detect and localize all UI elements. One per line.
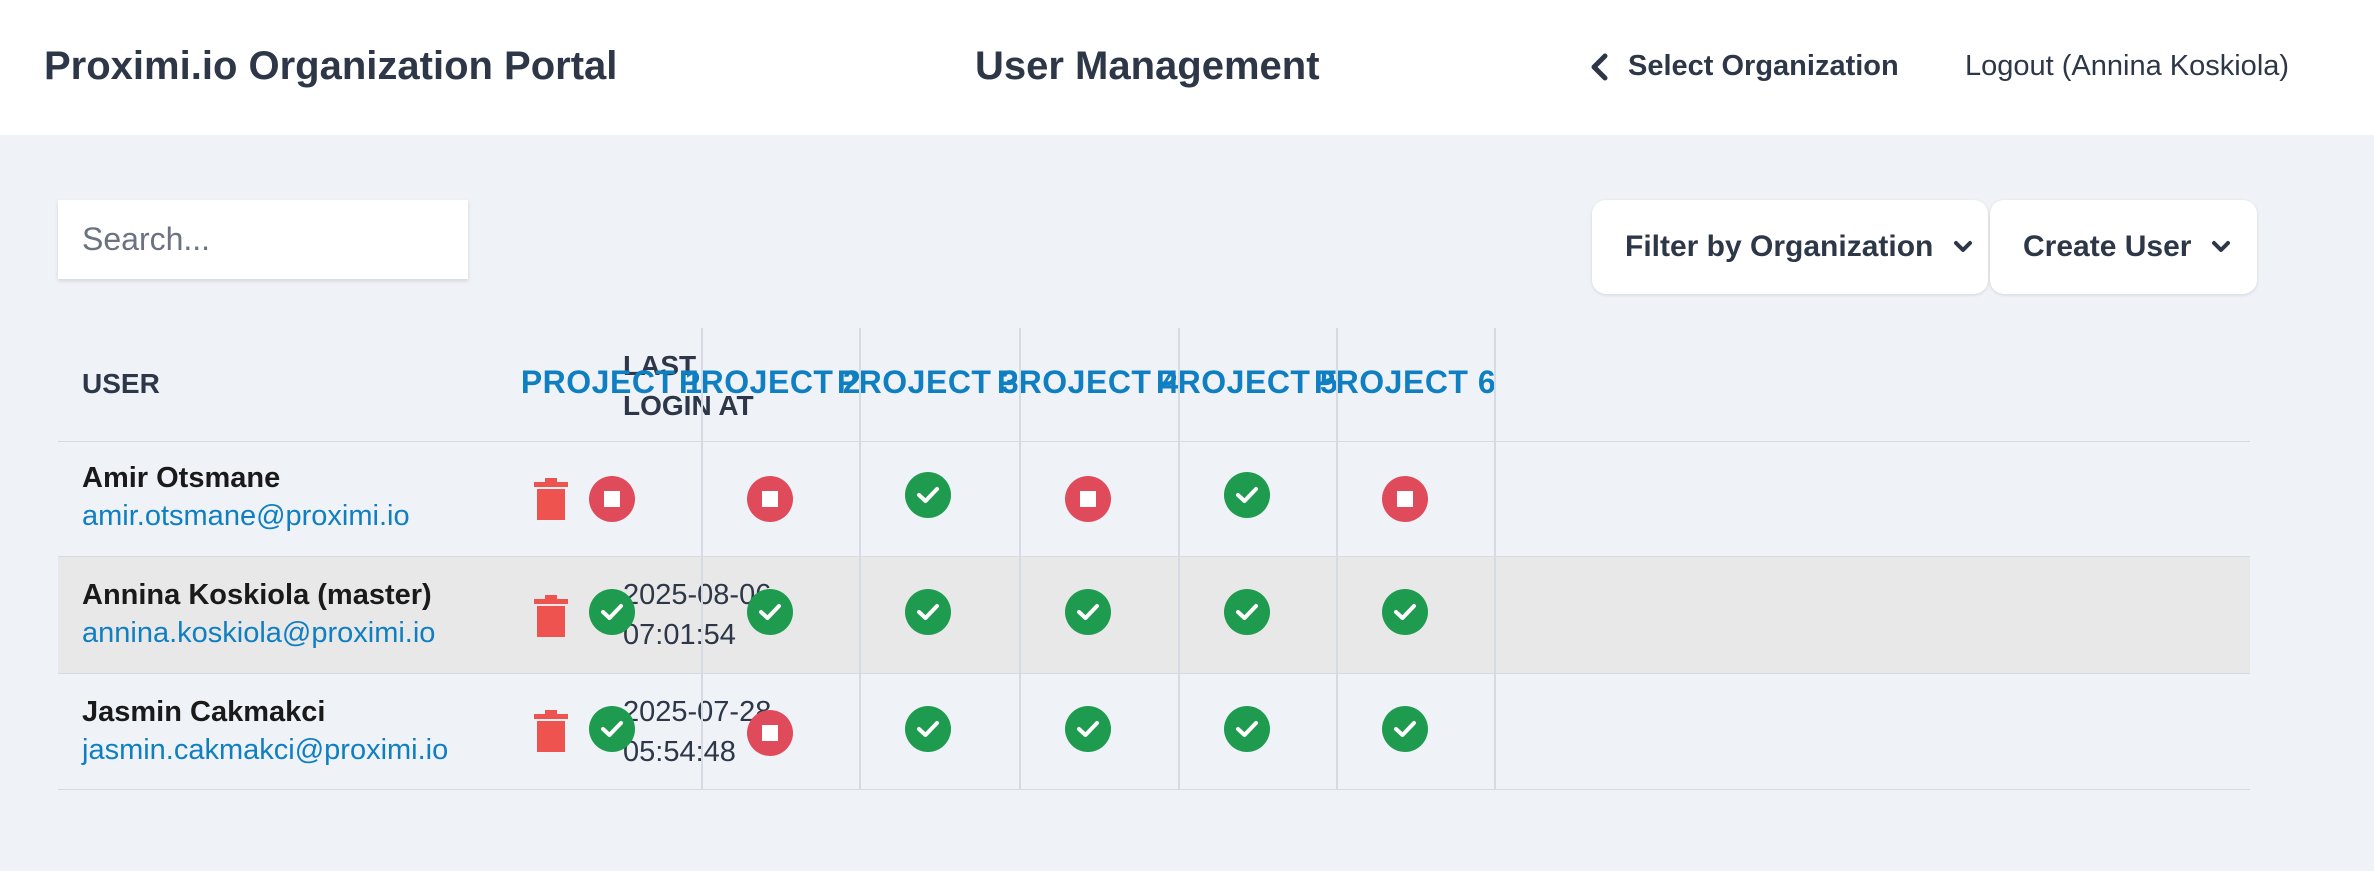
user-name: Annina Koskiola (master) xyxy=(82,579,432,611)
column-header-project-1[interactable]: PROJECT 1 xyxy=(520,364,704,400)
stop-circle-icon[interactable] xyxy=(747,476,793,522)
filter-by-organization-label: Filter by Organization xyxy=(1625,230,1934,263)
column-divider xyxy=(1178,328,1180,790)
chevron-down-icon xyxy=(1954,241,1973,252)
column-header-project-3[interactable]: PROJECT 3 xyxy=(836,364,1020,400)
check-circle-icon[interactable] xyxy=(1224,706,1270,752)
last-login-value: 2025-07-28 05:54:48 xyxy=(623,696,772,768)
check-circle-icon[interactable] xyxy=(1065,589,1111,635)
check-circle-icon[interactable] xyxy=(1382,589,1428,635)
logout-link[interactable]: Logout (Annina Koskiola) xyxy=(1965,50,2290,82)
column-divider xyxy=(1336,328,1338,790)
chevron-left-icon xyxy=(1591,53,1608,80)
top-bar: Proximi.io Organization Portal User Mana… xyxy=(0,0,2374,135)
filter-by-organization-button[interactable]: Filter by Organization xyxy=(1592,200,1988,294)
user-name: Jasmin Cakmakci xyxy=(82,696,326,728)
select-organization-button[interactable]: Select Organization xyxy=(1588,50,1899,83)
user-email-link[interactable]: jasmin.cakmakci@proximi.io xyxy=(82,734,449,766)
trash-icon[interactable] xyxy=(534,595,568,637)
check-circle-icon[interactable] xyxy=(1224,589,1270,635)
trash-icon[interactable] xyxy=(534,478,568,520)
create-user-button[interactable]: Create User xyxy=(1990,200,2257,294)
check-circle-icon[interactable] xyxy=(1382,706,1428,752)
column-header-project-6[interactable]: PROJECT 6 xyxy=(1313,364,1497,400)
stop-circle-icon[interactable] xyxy=(1382,476,1428,522)
create-user-label: Create User xyxy=(2023,230,2192,263)
stop-circle-icon[interactable] xyxy=(1065,476,1111,522)
stop-circle-icon[interactable] xyxy=(589,476,635,522)
check-circle-icon[interactable] xyxy=(1065,706,1111,752)
check-circle-icon[interactable] xyxy=(905,589,951,635)
check-circle-icon[interactable] xyxy=(747,589,793,635)
column-divider xyxy=(859,328,861,790)
chevron-down-icon xyxy=(2212,241,2231,252)
user-email-link[interactable]: annina.koskiola@proximi.io xyxy=(82,617,436,649)
column-header-user: USER xyxy=(82,368,160,399)
column-header-last-login: LAST LOGIN AT xyxy=(623,350,754,421)
select-organization-label: Select Organization xyxy=(1628,50,1899,82)
column-header-project-2[interactable]: PROJECT 2 xyxy=(678,364,862,400)
column-header-project-4[interactable]: PROJECT 4 xyxy=(996,364,1180,400)
column-divider xyxy=(701,328,703,790)
check-circle-icon[interactable] xyxy=(905,706,951,752)
column-divider xyxy=(1494,328,1496,790)
check-circle-icon[interactable] xyxy=(589,706,635,752)
table-row: Jasmin Cakmakci jasmin.cakmakci@proximi.i… xyxy=(58,674,2250,790)
table-row: Annina Koskiola (master) annina.koskiola@… xyxy=(58,557,2250,674)
user-email-link[interactable]: amir.otsmane@proximi.io xyxy=(82,500,410,532)
trash-icon[interactable] xyxy=(534,710,568,752)
column-divider xyxy=(1019,328,1021,790)
table-header-row: USER LAST LOGIN AT PROJECT 1 PROJECT 2 PRO… xyxy=(58,328,2250,442)
app-title: Proximi.io Organization Portal xyxy=(44,44,618,88)
check-circle-icon[interactable] xyxy=(905,472,951,518)
stop-circle-icon[interactable] xyxy=(747,710,793,756)
last-login-value: 2025-08-06 07:01:54 xyxy=(623,579,772,651)
search-input[interactable] xyxy=(58,200,468,279)
user-name: Amir Otsmane xyxy=(82,462,281,494)
check-circle-icon[interactable] xyxy=(589,589,635,635)
column-header-project-5[interactable]: PROJECT 5 xyxy=(1155,364,1339,400)
page-title: User Management xyxy=(975,44,1320,88)
check-circle-icon[interactable] xyxy=(1224,472,1270,518)
